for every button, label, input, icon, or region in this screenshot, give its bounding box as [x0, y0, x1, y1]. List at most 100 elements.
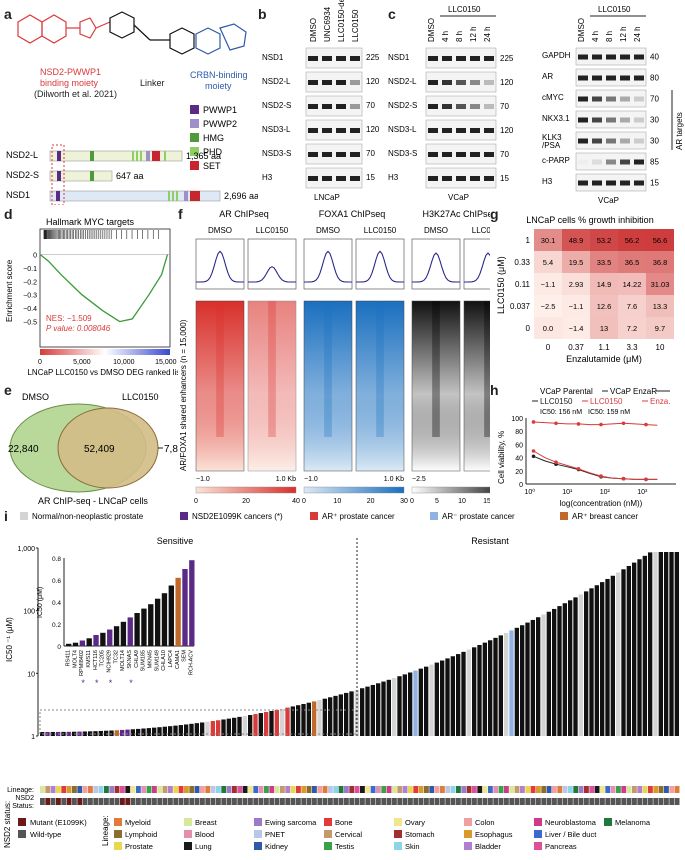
blot-band [456, 56, 466, 61]
x-tick-label: 0 [38, 359, 42, 366]
y-tick-label: −0.2 [23, 279, 37, 286]
waterfall-bar [637, 559, 642, 736]
blot-row-label: NSD2-L [388, 77, 417, 86]
waterfall-bar [573, 597, 578, 736]
blot-band [578, 54, 588, 60]
lineage-cell [456, 786, 461, 793]
scale-bar [303, 486, 405, 494]
legend-swatch-hmg [190, 133, 199, 142]
lineage-cell [594, 786, 600, 793]
data-point [644, 477, 648, 482]
cell-value: 2.93 [569, 280, 584, 289]
status-cell [242, 798, 248, 805]
rank-colorbar [40, 349, 170, 355]
blot-band [470, 56, 480, 61]
status-cell [130, 798, 136, 805]
molecule-linker [109, 11, 195, 55]
lineage-legend-swatch [254, 818, 262, 826]
lineage-cell [658, 786, 664, 793]
waterfall-bar [178, 725, 183, 736]
blot-band [620, 138, 630, 144]
heatmap-cell [618, 251, 646, 273]
lineage-cell [317, 786, 323, 793]
legend-swatch-pwwp1 [190, 105, 199, 114]
heatmap-block [463, 300, 490, 472]
lineage-cell [237, 786, 243, 793]
lineage-cell [392, 786, 397, 793]
waterfall-bar [264, 712, 269, 736]
profile-frame [247, 238, 297, 290]
lineage-cell [56, 786, 61, 793]
waterfall-bar [141, 728, 146, 736]
blot-band [606, 117, 616, 123]
inset-bar [154, 598, 161, 646]
waterfall-bar [157, 727, 162, 736]
blot-band [470, 104, 480, 109]
blot-band [442, 80, 452, 85]
inset-bar [86, 638, 92, 646]
sensitive-label: Sensitive [157, 536, 194, 546]
venn-count-left: 22,840 [8, 444, 39, 455]
status-cell [632, 798, 637, 805]
scale-tick: 0 [194, 498, 198, 505]
lineage-legend-swatch [464, 818, 472, 826]
blot-row-label: H3 [262, 173, 273, 182]
lineage-cell [429, 786, 435, 793]
lineage-cell [205, 786, 211, 793]
blot-band [308, 128, 318, 133]
heatmap-center [432, 301, 440, 437]
mw-marker: 70 [500, 150, 509, 159]
lineage-cell [226, 786, 232, 793]
lineage-legend-swatch [394, 830, 402, 838]
y-tick: 60 [515, 442, 523, 449]
status-cell [413, 798, 419, 805]
status-cell [360, 798, 365, 805]
heatmap-axis-right: 1.0 Kb [276, 476, 296, 483]
waterfall-bar [269, 710, 274, 736]
waterfall-bar [472, 647, 477, 736]
status-cell [280, 798, 285, 805]
waterfall-bar [333, 695, 338, 736]
blot-band [456, 80, 466, 85]
blot-band [350, 80, 360, 85]
blot-band [578, 159, 588, 165]
waterfall-bar [413, 670, 418, 736]
blot-band [442, 128, 452, 133]
status-cell [146, 798, 152, 805]
waterfall-bar [600, 582, 605, 736]
lane-label: UNC6934 [323, 6, 332, 42]
status-cell [584, 798, 589, 805]
status-cell [136, 798, 141, 805]
waterfall-bar [610, 575, 615, 736]
venn-label-dmso: DMSO [22, 392, 49, 402]
status-cell [274, 798, 280, 805]
gsea-title: Hallmark MYC targets [46, 217, 135, 227]
legend-swatch [310, 512, 318, 520]
lineage-cell [477, 786, 483, 793]
waterfall-bar [456, 654, 461, 736]
inset-bar [93, 635, 99, 646]
lineage-cell [221, 786, 227, 793]
lineage-cell [653, 786, 659, 793]
status-cell [72, 798, 77, 805]
status-cell [648, 798, 653, 805]
lineage-legend-label: Breast [195, 818, 218, 827]
blot-strip [305, 71, 363, 93]
blot-band [322, 128, 332, 133]
lineage-legend-swatch [604, 818, 612, 826]
lineage-legend-swatch [184, 842, 192, 850]
heatmap-cell [590, 317, 618, 339]
status-cell [301, 798, 307, 805]
lineage-cell [344, 786, 349, 793]
row-label: 0.037 [510, 302, 531, 311]
status-cell [418, 798, 424, 805]
status-cell [258, 798, 264, 805]
waterfall-bar [354, 689, 359, 736]
lineage-cell [125, 786, 131, 793]
profile-curve [196, 250, 244, 283]
domain-legend: PWWP1 PWWP2 HMG PHD SET [190, 105, 237, 171]
lineage-cell [562, 786, 568, 793]
inset-bar [120, 621, 127, 646]
waterfall-bar [482, 642, 487, 736]
legend-set: SET [203, 161, 221, 171]
